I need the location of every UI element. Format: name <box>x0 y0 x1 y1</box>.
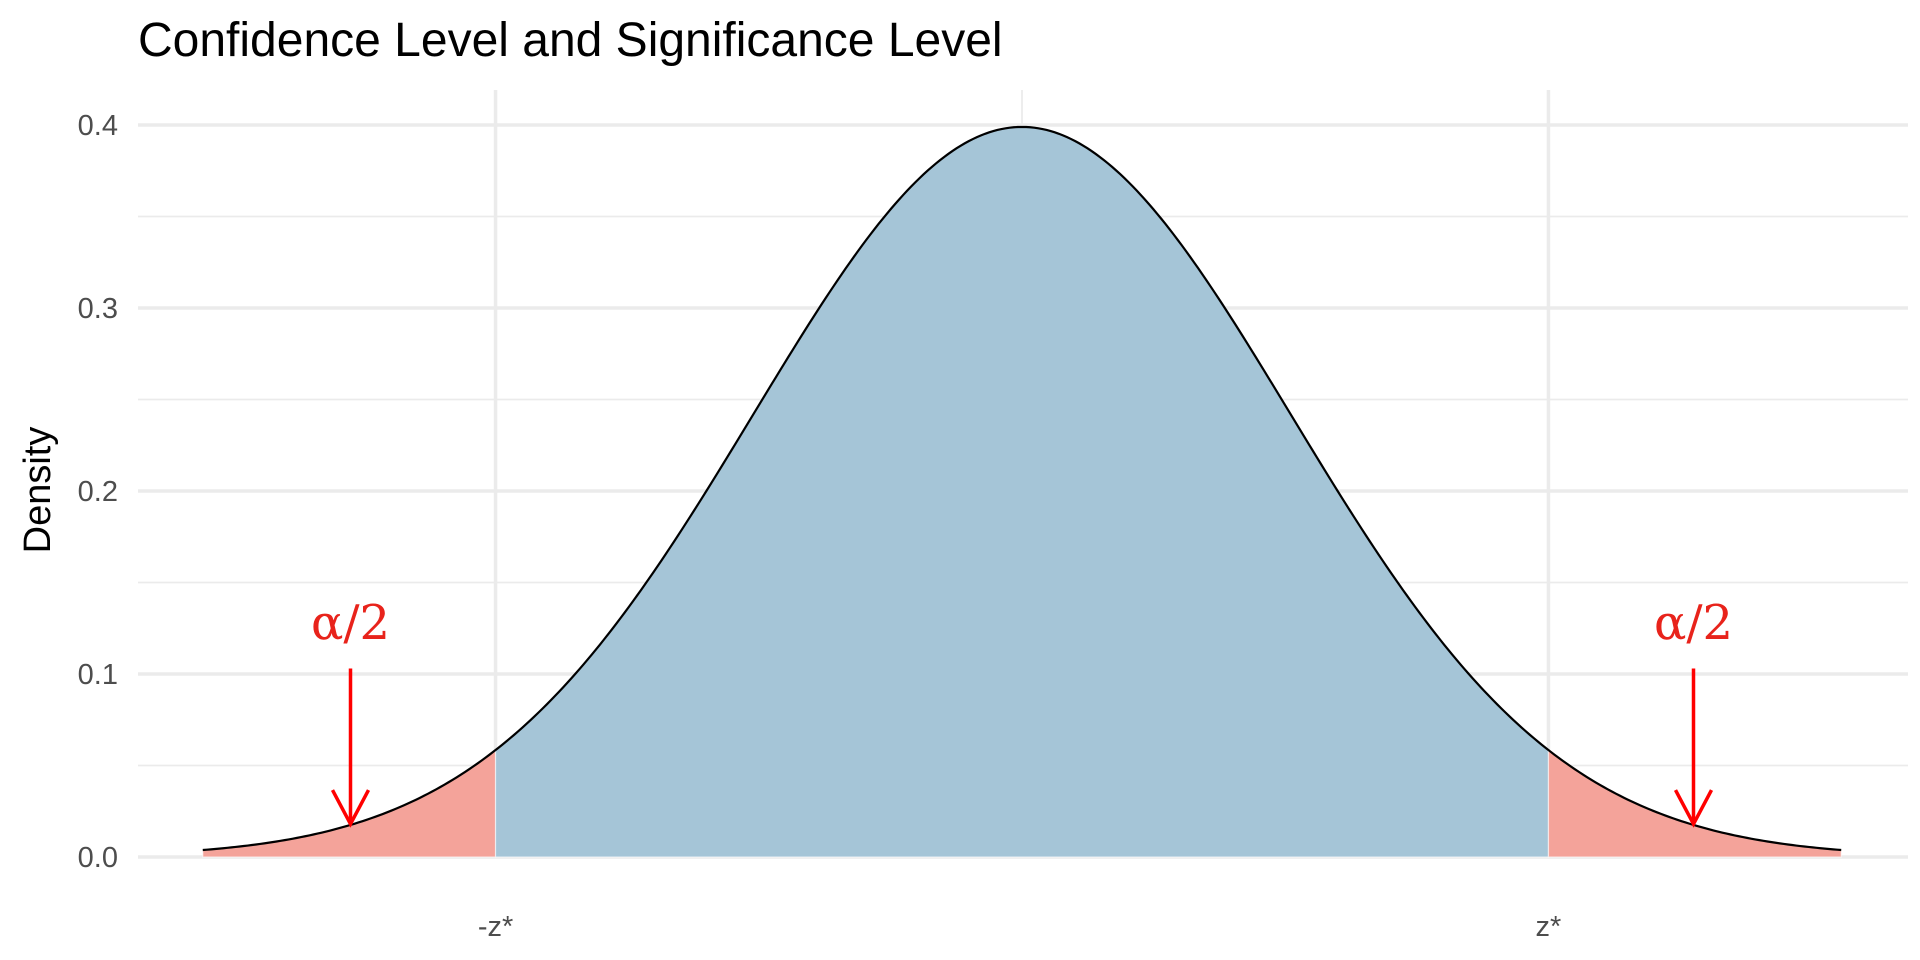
alpha-half-label: α/2 <box>311 595 390 651</box>
x-tick-label: -z* <box>478 911 513 943</box>
density-curve <box>202 125 1842 852</box>
chart-title: Confidence Level and Significance Level <box>138 14 1003 67</box>
y-tick-label: 0.1 <box>78 659 118 691</box>
arrow-head <box>1673 789 1714 828</box>
y-axis-label: Density <box>17 427 59 554</box>
density-curve-layer <box>202 125 1842 852</box>
x-axis-ticks: -z* z* <box>478 911 1562 943</box>
annotations: α/2 α/2 <box>311 595 1733 828</box>
alpha-half-label: α/2 <box>1654 595 1733 651</box>
y-tick-label: 0.0 <box>78 842 118 874</box>
y-tick-label: 0.2 <box>78 476 118 508</box>
y-tick-label: 0.3 <box>78 293 118 325</box>
arrow-head <box>330 789 371 828</box>
y-axis-ticks: 0.0 0.1 0.2 0.3 0.4 <box>78 110 118 874</box>
x-tick-label: z* <box>1536 911 1562 943</box>
y-tick-label: 0.4 <box>78 110 118 142</box>
